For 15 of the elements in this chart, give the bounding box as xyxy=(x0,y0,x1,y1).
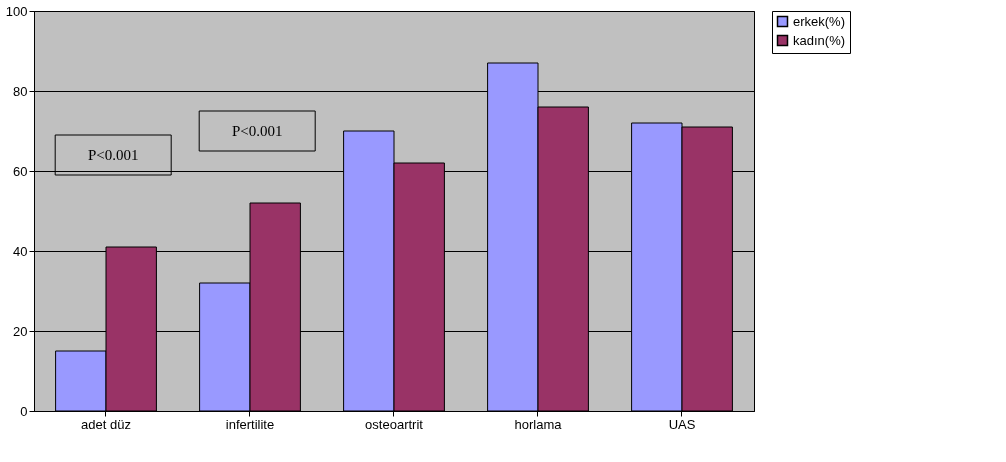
x-tick-label: infertilite xyxy=(225,416,275,432)
y-tick-label: 60 xyxy=(13,163,28,179)
y-tick-label: 40 xyxy=(13,243,28,259)
y-tick-label: 0 xyxy=(20,403,28,419)
x-tick-label: osteoartrit xyxy=(365,416,424,432)
legend-label: kadın(%) xyxy=(793,32,846,48)
annotation: P<0.001 xyxy=(231,123,283,139)
annotation: P<0.001 xyxy=(87,147,139,163)
y-tick-label: 80 xyxy=(13,83,28,99)
x-tick-label: UAS xyxy=(668,416,696,432)
y-tick-label: 100 xyxy=(5,3,28,19)
x-tick-label: adet düz xyxy=(81,416,131,432)
legend-label: erkek(%) xyxy=(793,13,846,29)
x-tick-label: horlama xyxy=(514,416,563,432)
y-tick-label: 20 xyxy=(13,323,28,339)
